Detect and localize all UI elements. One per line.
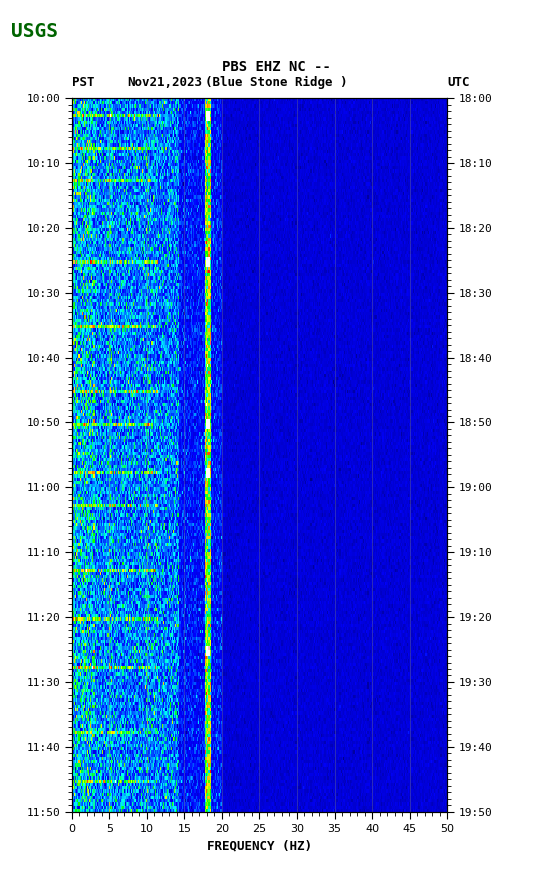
Text: UTC: UTC (447, 76, 470, 88)
Text: (Blue Stone Ridge ): (Blue Stone Ridge ) (205, 76, 347, 88)
X-axis label: FREQUENCY (HZ): FREQUENCY (HZ) (207, 839, 312, 852)
Text: PST: PST (72, 76, 94, 88)
Text: PBS EHZ NC --: PBS EHZ NC -- (221, 60, 331, 74)
Text: USGS: USGS (11, 21, 58, 41)
Text: Nov21,2023: Nov21,2023 (127, 76, 202, 88)
